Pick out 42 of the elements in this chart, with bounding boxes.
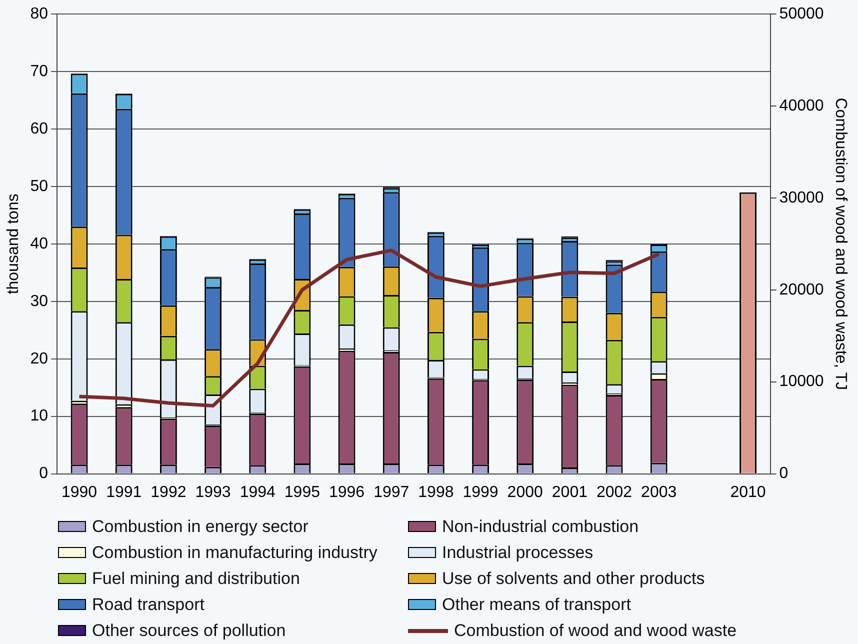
y-tick-label: 0	[39, 465, 48, 482]
y2-tick-label: 30000	[779, 189, 824, 206]
x-tick-label: 1994	[240, 484, 276, 501]
y-tick-label: 60	[30, 120, 48, 138]
y-tick-label: 50	[30, 178, 48, 195]
legend-label: Other means of transport	[442, 594, 631, 614]
legend-label: Combustion in energy sector	[92, 516, 308, 536]
x-tick-label: 2000	[507, 484, 544, 501]
x-tick-label: 1998	[418, 484, 454, 501]
y-tick-label: 20	[30, 350, 48, 368]
legend-label: Combustion in manufacturing industry	[92, 542, 378, 562]
x-tick-label: 1992	[150, 484, 186, 501]
y-tick-label: 70	[30, 62, 48, 80]
x-tick-label: 1991	[106, 484, 142, 501]
y-tick-label: 80	[30, 5, 48, 22]
y2-axis-title: Combustion of wood and wood waste, TJ	[832, 98, 849, 390]
legend-label: Use of solvents and other products	[442, 568, 705, 588]
x-tick-label: 1999	[462, 484, 498, 501]
legend-label: Non-industrial combustion	[442, 516, 639, 536]
legend-label: Road transport	[92, 594, 204, 614]
x-tick-label: 2003	[641, 484, 677, 501]
y-tick-label: 30	[30, 292, 48, 310]
x-tick-label: 1990	[61, 484, 98, 501]
y-axis-title: thousand tons	[5, 194, 22, 294]
x-tick-label: 2002	[596, 484, 632, 501]
y-tick-label: 10	[30, 408, 48, 425]
legend-label: Fuel mining and distribution	[92, 568, 300, 588]
x-tick-label: 1997	[374, 484, 410, 501]
legend-label: Industrial processes	[442, 542, 594, 562]
y2-tick-label: 0	[779, 465, 788, 482]
x-tick-label: 2010	[730, 484, 766, 501]
y2-tick-label: 20000	[779, 281, 824, 298]
x-tick-label: 1995	[284, 484, 320, 501]
legend-label: Combustion of wood and wood waste	[454, 620, 737, 640]
y2-tick-label: 50000	[779, 5, 824, 22]
y2-tick-label: 40000	[779, 97, 824, 114]
y-tick-label: 40	[30, 235, 48, 252]
y2-tick-label: 10000	[779, 373, 824, 390]
x-tick-label: 1996	[328, 484, 365, 501]
x-tick-label: 1993	[195, 484, 231, 501]
x-tick-label: 2001	[552, 484, 588, 501]
legend-label: Other sources of pollution	[92, 620, 286, 640]
